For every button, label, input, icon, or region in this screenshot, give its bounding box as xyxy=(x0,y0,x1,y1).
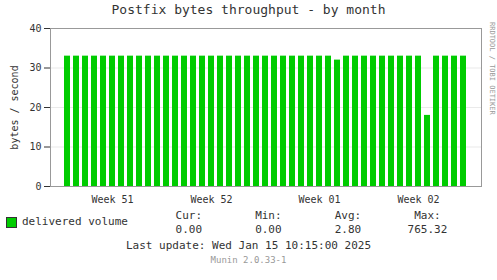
html-text:Munin 2.0.33-1: Munin 2.0.33-1 xyxy=(210,255,287,265)
svg-text:bytes / second: bytes / second xyxy=(9,65,20,149)
svg-text:30: 30 xyxy=(29,62,41,73)
svg-text:0: 0 xyxy=(35,181,41,192)
svg-text:Week 01: Week 01 xyxy=(298,194,340,205)
html-text:Min:: Min: xyxy=(255,209,282,222)
html-text:Cur:: Cur: xyxy=(175,209,203,222)
html-text:Avg:: Avg: xyxy=(334,209,362,222)
html-text:0.00: 0.00 xyxy=(255,223,282,236)
html-text:0.00: 0.00 xyxy=(175,223,203,236)
svg-text:40: 40 xyxy=(29,23,41,34)
html-text:2.80: 2.80 xyxy=(334,223,362,236)
html-text:Max:: Max: xyxy=(414,209,441,222)
html-text:delivered volume: delivered volume xyxy=(22,215,128,228)
html-text:Postfix bytes throughput - by: Postfix bytes throughput - by month xyxy=(111,2,386,17)
html-text:RRDTOOL / TOBI OETIKER: RRDTOOL / TOBI OETIKER xyxy=(488,22,496,115)
html-text:Last update: Wed Jan 15 10:15:: Last update: Wed Jan 15 10:15:00 2025 xyxy=(126,239,371,252)
svg-text:20: 20 xyxy=(29,102,41,113)
svg-text:Week 51: Week 51 xyxy=(91,194,133,205)
svg-text:Week 52: Week 52 xyxy=(190,194,232,205)
svg-text:Week 02: Week 02 xyxy=(397,194,439,205)
html-text:765.32: 765.32 xyxy=(407,223,448,236)
svg-text:10: 10 xyxy=(29,141,41,152)
